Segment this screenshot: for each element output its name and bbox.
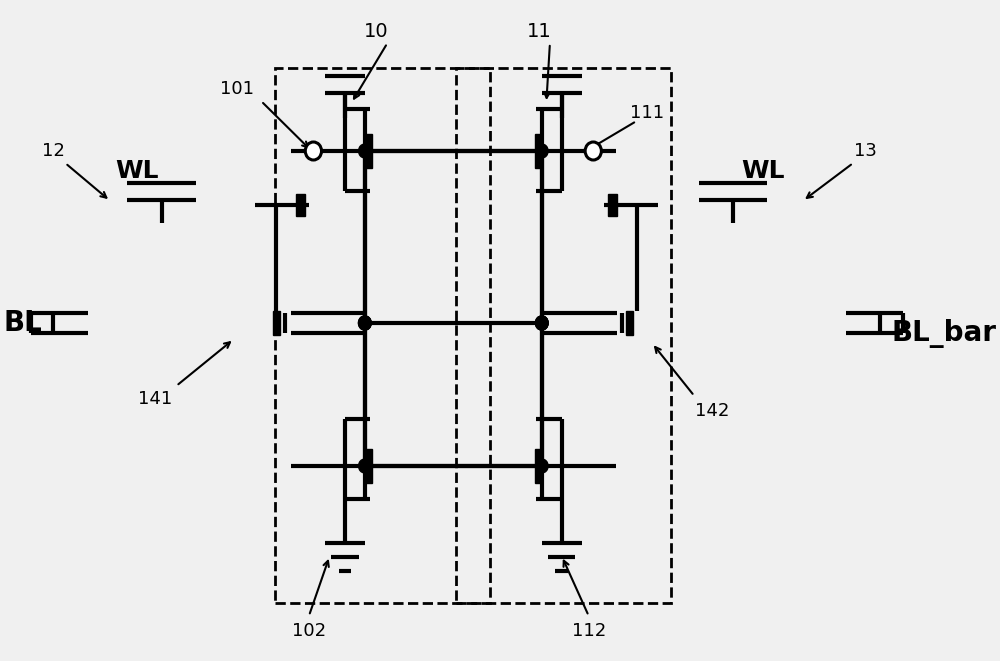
Text: 112: 112	[572, 622, 606, 640]
Text: WL: WL	[116, 159, 159, 183]
Bar	[535, 449, 542, 483]
Text: BL: BL	[4, 309, 43, 337]
Circle shape	[359, 459, 371, 473]
Circle shape	[305, 142, 322, 160]
Text: 11: 11	[527, 22, 551, 40]
Bar	[275, 68, 490, 603]
Circle shape	[359, 316, 371, 330]
Text: 10: 10	[364, 22, 389, 40]
Circle shape	[535, 144, 548, 158]
Text: 13: 13	[854, 142, 877, 160]
Bar	[626, 311, 633, 335]
Text: 142: 142	[695, 402, 730, 420]
Text: 111: 111	[630, 104, 664, 122]
Bar	[608, 194, 617, 216]
Circle shape	[535, 316, 548, 330]
Circle shape	[535, 316, 548, 330]
Circle shape	[585, 142, 601, 160]
Circle shape	[535, 459, 548, 473]
Bar	[456, 68, 671, 603]
Text: BL_bar: BL_bar	[891, 319, 996, 348]
Text: 101: 101	[220, 80, 254, 98]
Text: 12: 12	[42, 142, 65, 160]
Bar	[296, 194, 305, 216]
Bar	[535, 134, 542, 168]
Bar	[365, 134, 372, 168]
Circle shape	[359, 316, 371, 330]
Circle shape	[359, 316, 371, 330]
Text: 141: 141	[138, 390, 173, 408]
Bar	[273, 311, 280, 335]
Circle shape	[535, 316, 548, 330]
Text: WL: WL	[741, 159, 785, 183]
Text: 102: 102	[292, 622, 326, 640]
Bar	[365, 449, 372, 483]
Circle shape	[359, 144, 371, 158]
